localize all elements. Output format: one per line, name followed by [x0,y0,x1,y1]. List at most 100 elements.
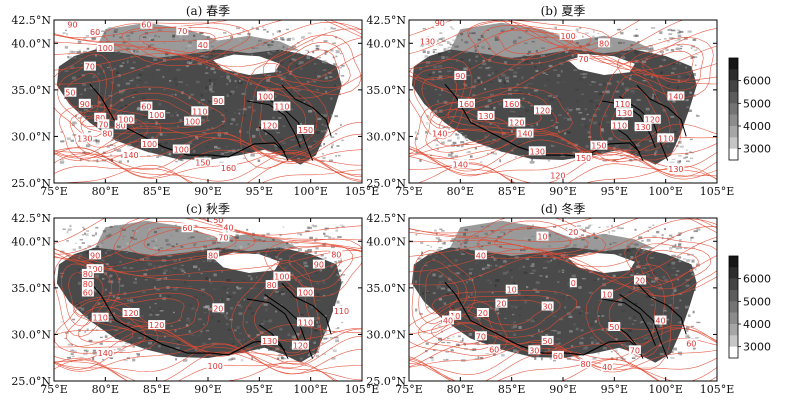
contour-line [264,238,362,298]
contour-label: 90 [80,100,90,109]
contour-line [138,31,216,55]
contour-line [409,20,684,57]
river-line [281,282,332,335]
contour-label: 120 [149,321,164,330]
colorbar-tick-label: 5000 [743,295,771,308]
contour-label: 20 [213,304,223,313]
contour-line [467,20,610,66]
colorbar-tick-label: 3000 [743,341,771,354]
contour-line [608,288,656,345]
colorbar-segment [729,126,738,138]
contour-label: 130 [617,109,632,118]
contour-line [287,49,340,82]
y-tick-label: 40.0°N [366,37,406,50]
colorbar-segment [729,137,738,149]
y-tick-label: 35.0°N [11,282,51,295]
x-tick-label: 95°E [246,383,274,396]
colorbar-segment [729,92,738,104]
x-tick-label: 80°E [92,383,120,396]
y-tick-label: 40.0°N [11,235,51,248]
contour-label: 110 [612,121,627,130]
contour-label: 90 [213,97,223,106]
contour-label: 60 [553,352,563,361]
contour-line [409,323,717,354]
panel-title: (d) 冬季 [541,201,586,216]
contour-line [54,122,362,157]
colorbar-segment [729,103,738,115]
contour-line [597,276,666,358]
contour-line [424,270,459,315]
x-tick-label: 75°E [40,185,68,198]
contour-label: 100 [149,111,164,120]
colorbar-segment [729,58,738,70]
contour-label: 60 [686,340,696,349]
panel-title: (b) 夏季 [541,4,586,18]
contour-lines [409,218,717,381]
contour-line [54,57,362,99]
contour-label: 60 [141,21,151,30]
contour-label: 70 [476,332,486,341]
contour-label: 110 [334,307,349,316]
contour-line [413,67,465,129]
x-tick-label: 90°E [194,383,222,396]
contour-line [497,29,573,55]
x-tick-label: 80°E [447,383,475,396]
contour-label: 90 [67,21,77,30]
x-tick-label: 95°E [246,185,274,198]
contour-line [113,218,256,262]
x-tick-label: 90°E [194,185,222,198]
contour-label: 100 [174,146,189,155]
contour-label: 40 [223,223,233,232]
panel-title: (c) 秋季 [186,202,230,216]
contour-line [616,36,714,98]
contour-label: 110 [192,107,207,116]
x-tick-label: 85°E [143,383,171,396]
contour-label: 20 [568,228,578,237]
x-tick-label: 100°E [293,383,328,396]
y-tick-label: 42.5°N [11,14,51,27]
contour-line [54,299,159,354]
contour-label: 120 [293,342,308,351]
x-tick-label: 85°E [498,185,526,198]
x-tick-label: 75°E [395,185,423,198]
x-tick-label: 100°E [648,383,683,396]
colorbar-segment [729,312,738,325]
contour-label: 40 [476,251,486,260]
contour-line [104,22,251,66]
y-tick-label: 42.5°N [11,212,51,225]
contour-line [421,75,457,119]
contour-label: 160 [504,100,519,109]
contour-label: 100 [298,289,313,298]
contour-line [409,218,717,243]
colorbar-tick-label: 4000 [743,120,771,133]
contour-label: 50 [213,216,223,225]
colorbar-tick-label: 4000 [743,318,771,331]
border-line [89,281,286,356]
contour-line [635,243,712,290]
contour-line [642,50,694,83]
border-line [89,83,286,158]
contour-line [262,34,362,95]
contour-label: 100 [118,116,133,125]
x-tick-label: 75°E [395,383,423,396]
elevation-shading [411,22,700,165]
contour-line [466,299,544,326]
contour-label: 80 [599,39,609,48]
panel-autumn: 5060704080901008080609080100801001202011… [11,202,379,396]
x-tick-label: 80°E [447,185,475,198]
contour-line [409,248,717,288]
contour-line [54,324,362,357]
colorbar-segment [729,346,738,359]
qaidam-basin [213,252,280,273]
contour-label: 80 [83,270,93,279]
contour-label: 50 [609,323,619,332]
contour-line [54,254,121,337]
contour-line [54,132,362,163]
contour-line [409,145,717,178]
y-tick-label: 42.5°N [366,14,406,27]
x-tick-label: 100°E [293,185,328,198]
contour-label: 100 [560,32,575,41]
panel-summer: 9013010080709012013014012011011012013013… [366,4,734,198]
contour-line [431,313,486,344]
